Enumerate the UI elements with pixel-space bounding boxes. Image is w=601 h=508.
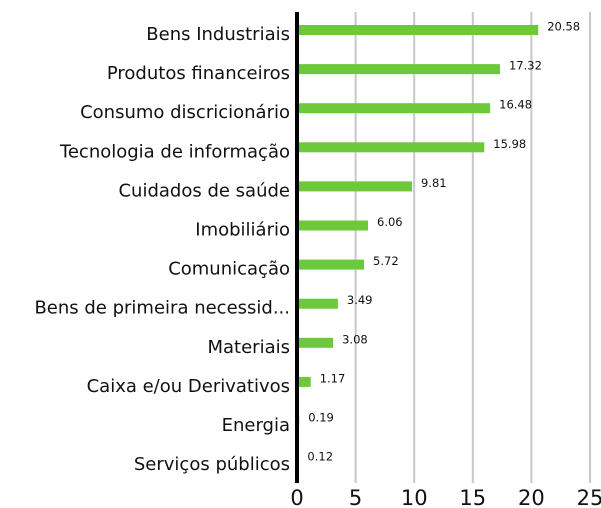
category-label: Materiais — [207, 337, 290, 358]
value-label: 1.17 — [320, 371, 346, 385]
category-label: Cuidados de saúde — [118, 180, 290, 201]
x-tick-label: 0 — [290, 486, 303, 508]
x-tick-label: 15 — [459, 486, 486, 508]
bar — [297, 220, 369, 231]
category-label: Bens Industriais — [146, 24, 290, 45]
bar — [297, 298, 338, 309]
value-label: 17.32 — [509, 59, 542, 73]
value-label: 3.49 — [347, 293, 373, 307]
bar — [297, 181, 412, 192]
category-label: Imobiliário — [195, 220, 290, 241]
category-label: Produtos financeiros — [107, 63, 290, 84]
bar — [297, 259, 365, 270]
x-tick-label: 10 — [401, 486, 428, 508]
category-label: Bens de primeira necessid... — [34, 298, 290, 319]
x-tick-label: 5 — [349, 486, 362, 508]
bar — [297, 376, 311, 387]
category-label: Serviços públicos — [134, 454, 290, 475]
value-label: 3.08 — [342, 332, 368, 346]
category-label: Comunicação — [168, 259, 290, 280]
category-label: Energia — [222, 415, 290, 436]
x-tick-label: 25 — [577, 486, 601, 508]
category-label: Consumo discricionário — [80, 102, 290, 123]
category-label: Tecnologia de informação — [59, 141, 290, 162]
value-label: 6.06 — [377, 215, 403, 229]
value-label: 0.12 — [307, 450, 333, 464]
value-label: 9.81 — [421, 176, 447, 190]
bar — [297, 103, 491, 114]
value-label: 20.58 — [547, 20, 580, 34]
value-label: 16.48 — [499, 98, 532, 112]
bar — [297, 25, 539, 35]
bar — [297, 64, 500, 75]
value-label: 5.72 — [373, 254, 399, 268]
value-label: 0.19 — [308, 411, 334, 425]
x-tick-label: 20 — [518, 486, 545, 508]
category-label: Caixa e/ou Derivativos — [87, 376, 290, 397]
bar — [297, 142, 485, 153]
bar — [297, 337, 334, 348]
value-label: 15.98 — [493, 137, 526, 151]
